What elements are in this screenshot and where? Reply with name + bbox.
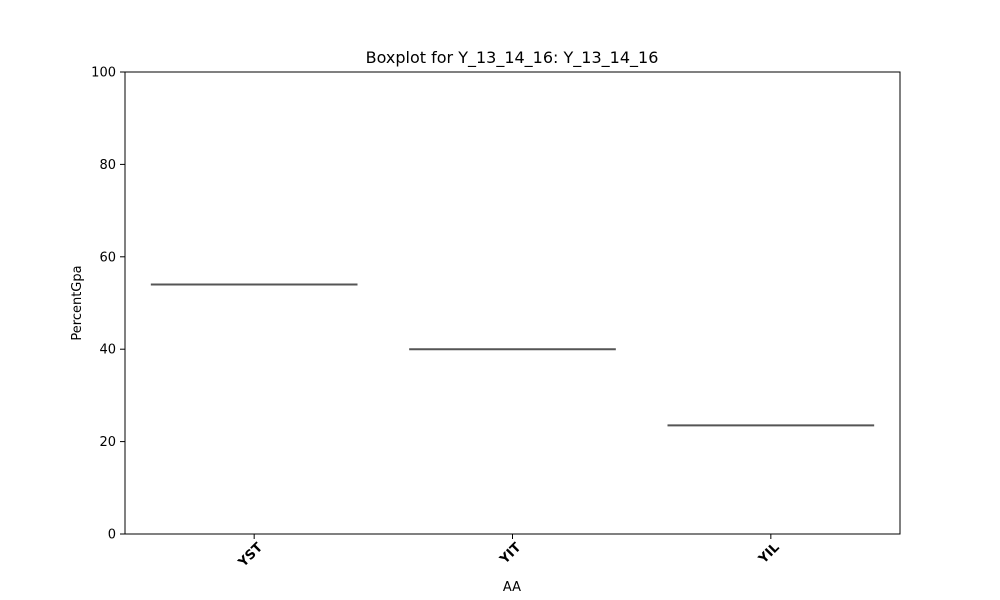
chart-title: Boxplot for Y_13_14_16: Y_13_14_16 — [366, 48, 659, 68]
plot-area — [150, 283, 875, 427]
y-tick-label: 60 — [99, 250, 116, 265]
y-axis-label: PercentGpa — [70, 265, 85, 340]
y-tick-label: 80 — [99, 158, 116, 173]
y-tick-label: 0 — [108, 528, 116, 543]
y-axis: 0 20 40 60 80 100 — [91, 66, 125, 543]
y-tick-label: 100 — [91, 66, 116, 81]
y-tick-label: 20 — [99, 435, 116, 450]
y-tick-label: 40 — [99, 343, 116, 358]
x-axis-label: AA — [503, 580, 521, 595]
